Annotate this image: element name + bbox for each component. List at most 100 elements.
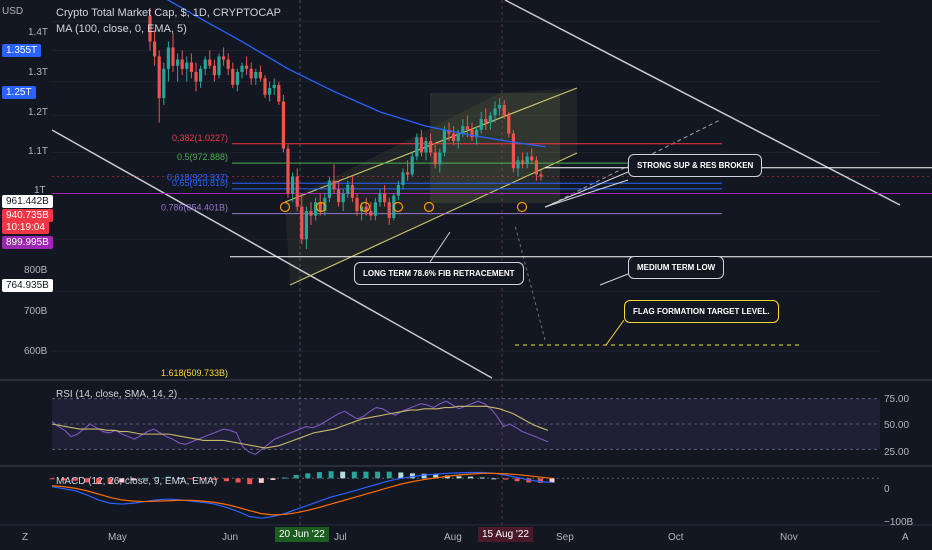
macd-histogram-bar bbox=[305, 473, 311, 479]
date-highlight-aug: 15 Aug '22 bbox=[478, 527, 533, 542]
candle-body bbox=[507, 115, 511, 134]
macd-histogram-bar bbox=[200, 478, 206, 480]
candle-body bbox=[438, 152, 442, 165]
month-sep: Sep bbox=[556, 532, 574, 543]
trendline-dashed bbox=[545, 119, 721, 208]
macd-histogram-bar bbox=[491, 478, 497, 480]
chart-title[interactable]: Crypto Total Market Cap, $, 1D, CRYPTOCA… bbox=[56, 7, 281, 19]
candle-body bbox=[277, 84, 281, 102]
candle-body bbox=[217, 56, 221, 76]
y-tick: 800B bbox=[24, 265, 48, 276]
fib-label: 0.618(923.937) bbox=[167, 172, 228, 182]
candle-body bbox=[364, 206, 368, 212]
fib-label: 0.65(910.818) bbox=[172, 178, 228, 188]
projection-dashed bbox=[514, 224, 546, 341]
macd-histogram-bar bbox=[468, 476, 474, 479]
callout-medium-term-low: MEDIUM TERM LOW bbox=[628, 256, 725, 279]
candle-body bbox=[171, 47, 175, 66]
candle-body bbox=[447, 129, 451, 134]
candle-body bbox=[452, 133, 456, 141]
y-tick: 1T bbox=[34, 185, 46, 196]
candle-body bbox=[383, 193, 387, 203]
macd-histogram-bar bbox=[258, 478, 264, 483]
macd-histogram-bar bbox=[549, 478, 555, 483]
macd-histogram-bar bbox=[212, 478, 218, 480]
candle-body bbox=[479, 118, 483, 130]
candle-body bbox=[194, 71, 198, 82]
callout-strong-sup: STRONG SUP & RES BROKEN bbox=[628, 154, 763, 177]
macd-histogram-bar bbox=[72, 478, 78, 481]
macd-histogram-bar bbox=[444, 475, 450, 479]
price-tag-765: 764.935B bbox=[2, 279, 53, 292]
macd-histogram-bar bbox=[247, 478, 253, 485]
candle-body bbox=[470, 129, 474, 138]
candle-body bbox=[189, 62, 193, 72]
candle-body bbox=[291, 176, 295, 194]
macd-histogram-bar bbox=[537, 478, 543, 483]
price-tag-900: 899.995B bbox=[2, 236, 53, 249]
macd-histogram-bar bbox=[165, 476, 171, 479]
macd-histogram-bar bbox=[61, 478, 67, 481]
touch-marker bbox=[392, 201, 404, 213]
auto-scale-icon[interactable]: A bbox=[902, 532, 909, 543]
month-jun: Jun bbox=[222, 532, 239, 543]
candle-body bbox=[286, 148, 290, 194]
candle-body bbox=[484, 118, 488, 123]
touch-marker bbox=[516, 201, 528, 213]
touch-marker bbox=[423, 201, 435, 213]
macd-histogram-bar bbox=[177, 477, 183, 479]
candle-body bbox=[295, 176, 299, 207]
ma-legend[interactable]: MA (100, close, 0, EMA, 5) bbox=[56, 23, 187, 35]
candle-body bbox=[360, 206, 364, 212]
rsi-sma-line bbox=[51, 405, 549, 449]
candle-body bbox=[203, 59, 207, 69]
month-aug: Aug bbox=[444, 532, 462, 543]
fib-label: 0.5(972.888) bbox=[177, 152, 228, 162]
currency-label: USD bbox=[2, 6, 24, 17]
z-icon[interactable]: Z bbox=[22, 532, 29, 543]
touch-marker bbox=[359, 201, 371, 213]
macd-histogram-bar bbox=[421, 473, 427, 479]
macd-histogram-bar bbox=[293, 474, 299, 479]
candle-body bbox=[530, 156, 534, 161]
callout-fib-retracement: LONG TERM 78.6% FIB RETRACEMENT bbox=[354, 262, 524, 285]
macd-tick-neg100: −100B bbox=[884, 517, 914, 528]
macd-line bbox=[51, 471, 553, 519]
candle-body bbox=[254, 71, 258, 79]
candle-body bbox=[314, 202, 318, 216]
candle-body bbox=[245, 65, 249, 69]
candle-body bbox=[516, 160, 520, 169]
candle-body bbox=[258, 71, 262, 79]
candle-body bbox=[465, 126, 469, 130]
macd-histogram-bar bbox=[386, 471, 392, 479]
callout-pointer bbox=[429, 231, 451, 263]
candle-body bbox=[488, 115, 492, 123]
month-oct: Oct bbox=[668, 532, 684, 543]
macd-histogram-bar bbox=[235, 478, 241, 483]
ma-line bbox=[166, 0, 546, 148]
price-tag-940: 940.735B bbox=[2, 209, 53, 222]
fib-label: 0.786(854.401B) bbox=[161, 203, 228, 213]
macd-histogram-bar bbox=[142, 478, 148, 480]
macd-histogram-bar bbox=[375, 471, 381, 479]
candle-body bbox=[511, 133, 515, 169]
macd-histogram-bar bbox=[316, 472, 322, 479]
candle-body bbox=[415, 137, 419, 157]
macd-histogram-bar bbox=[130, 478, 136, 481]
month-jul: Jul bbox=[334, 532, 347, 543]
candle-body bbox=[429, 140, 433, 153]
y-tick: 600B bbox=[24, 346, 48, 357]
candle-body bbox=[350, 184, 354, 198]
candle-body bbox=[534, 160, 538, 175]
macd-histogram-bar bbox=[456, 476, 462, 479]
macd-histogram-bar bbox=[479, 477, 485, 479]
rsi-legend[interactable]: RSI (14, close, SMA, 14, 2) bbox=[56, 389, 178, 400]
candle-body bbox=[406, 172, 410, 175]
macd-histogram-bar bbox=[398, 472, 404, 479]
price-tag-961: 961.442B bbox=[2, 195, 53, 208]
macd-legend[interactable]: MACD (12, 26, close, 9, EMA, EMA) bbox=[56, 476, 218, 487]
month-may: May bbox=[108, 532, 127, 543]
candle-body bbox=[442, 129, 446, 153]
